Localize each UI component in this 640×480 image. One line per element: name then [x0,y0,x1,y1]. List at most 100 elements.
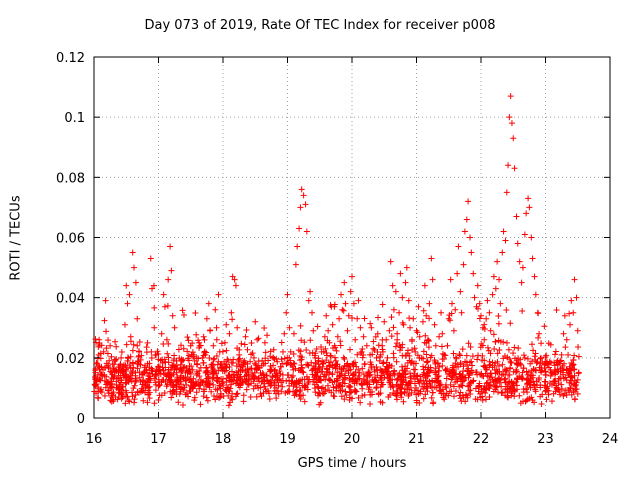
data-point [434,360,441,367]
data-point [223,347,230,354]
data-point [155,382,162,389]
x-tick-label: 23 [537,432,554,447]
data-point [300,192,307,199]
data-point [421,339,428,346]
data-point [402,368,409,375]
data-point [125,397,132,404]
data-point [519,398,526,405]
data-point [575,369,582,376]
data-point [372,333,379,340]
data-point [384,354,391,361]
data-point [379,381,386,388]
data-point [319,368,326,375]
data-point [361,315,368,322]
data-point [498,389,505,396]
data-point [142,382,149,389]
data-point [160,291,167,298]
data-point [379,360,386,367]
data-point [182,378,189,385]
data-point [506,356,513,363]
data-point [448,300,455,307]
data-point [145,375,152,382]
data-point [523,210,530,217]
data-point [129,249,136,256]
data-point [511,344,518,351]
data-point [187,370,194,377]
data-point [167,388,174,395]
data-point [493,383,500,390]
data-point [503,307,510,314]
data-point [152,379,159,386]
data-point [457,389,464,396]
data-point [260,380,267,387]
data-point [531,381,538,388]
data-point [219,364,226,371]
data-point [425,338,432,345]
data-point [519,369,526,376]
data-point [155,363,162,370]
data-point [223,379,230,386]
data-point [103,345,110,352]
data-point [523,368,530,375]
data-point [131,399,138,406]
data-point [248,365,255,372]
data-point [249,350,256,357]
data-point [397,385,404,392]
data-point [374,348,381,355]
data-point [492,360,499,367]
data-point [158,330,165,337]
data-point [492,285,499,292]
data-point [358,348,365,355]
data-point [156,366,163,373]
data-point [371,377,378,384]
data-point [476,315,483,322]
data-point [325,327,332,334]
data-point [182,369,189,376]
data-point [110,373,117,380]
data-point [301,383,308,390]
data-point [506,114,513,121]
data-point [443,375,450,382]
data-point [168,267,175,274]
data-point [235,360,242,367]
data-point [262,355,269,362]
data-point [422,391,429,398]
data-point [325,359,332,366]
data-point [318,385,325,392]
data-point [344,363,351,370]
data-point [226,330,233,337]
data-point [473,369,480,376]
data-point [315,383,322,390]
data-point [324,382,331,389]
data-point [545,391,552,398]
data-point [350,372,357,379]
data-point [387,258,394,265]
x-tick-label: 24 [602,432,619,447]
data-point [222,363,229,370]
data-point [349,273,355,280]
data-point [565,386,572,393]
data-point [147,255,154,262]
x-tick-label: 18 [215,432,232,447]
data-point [429,377,436,384]
data-point [129,393,136,400]
data-point [510,368,517,375]
data-point [324,337,331,344]
data-point [451,367,458,374]
data-point [466,370,473,377]
data-point [146,395,153,402]
data-point [508,359,515,366]
data-point [390,350,397,357]
data-point [165,369,172,376]
data-point [454,361,461,368]
x-tick-label: 21 [408,432,425,447]
data-point [316,391,323,398]
data-point [213,353,220,359]
data-point [399,344,406,351]
data-point [266,390,273,397]
data-point [357,324,364,331]
data-point [483,366,490,373]
data-point [421,383,428,390]
data-point [394,330,401,337]
data-point [123,389,130,396]
